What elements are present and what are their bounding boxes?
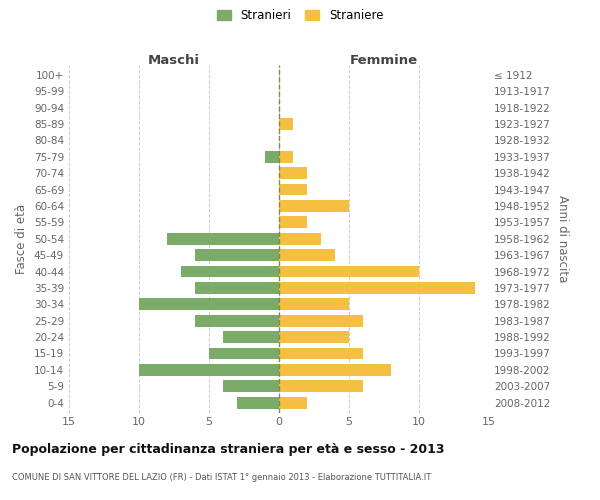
Bar — [279, 200, 349, 212]
Bar — [279, 216, 307, 228]
Text: Femmine: Femmine — [350, 54, 418, 66]
Bar — [279, 249, 335, 261]
Bar — [279, 298, 349, 310]
Bar — [139, 364, 279, 376]
Bar — [279, 233, 321, 244]
Text: Maschi: Maschi — [148, 54, 200, 66]
Bar — [167, 233, 279, 244]
Bar — [237, 397, 279, 408]
Bar — [139, 298, 279, 310]
Bar — [223, 331, 279, 343]
Bar — [279, 364, 391, 376]
Bar — [279, 266, 419, 278]
Bar — [195, 249, 279, 261]
Bar — [279, 168, 307, 179]
Text: Popolazione per cittadinanza straniera per età e sesso - 2013: Popolazione per cittadinanza straniera p… — [12, 442, 445, 456]
Y-axis label: Fasce di età: Fasce di età — [16, 204, 28, 274]
Bar — [195, 315, 279, 326]
Text: COMUNE DI SAN VITTORE DEL LAZIO (FR) - Dati ISTAT 1° gennaio 2013 - Elaborazione: COMUNE DI SAN VITTORE DEL LAZIO (FR) - D… — [12, 472, 431, 482]
Bar — [209, 348, 279, 360]
Bar — [181, 266, 279, 278]
Bar — [265, 151, 279, 162]
Bar — [279, 380, 363, 392]
Bar — [279, 348, 363, 360]
Bar — [279, 151, 293, 162]
Bar — [279, 184, 307, 196]
Bar — [279, 331, 349, 343]
Bar — [279, 397, 307, 408]
Legend: Stranieri, Straniere: Stranieri, Straniere — [213, 6, 387, 26]
Bar — [223, 380, 279, 392]
Bar — [279, 282, 475, 294]
Bar — [279, 315, 363, 326]
Bar — [279, 118, 293, 130]
Bar — [195, 282, 279, 294]
Y-axis label: Anni di nascita: Anni di nascita — [556, 195, 569, 282]
